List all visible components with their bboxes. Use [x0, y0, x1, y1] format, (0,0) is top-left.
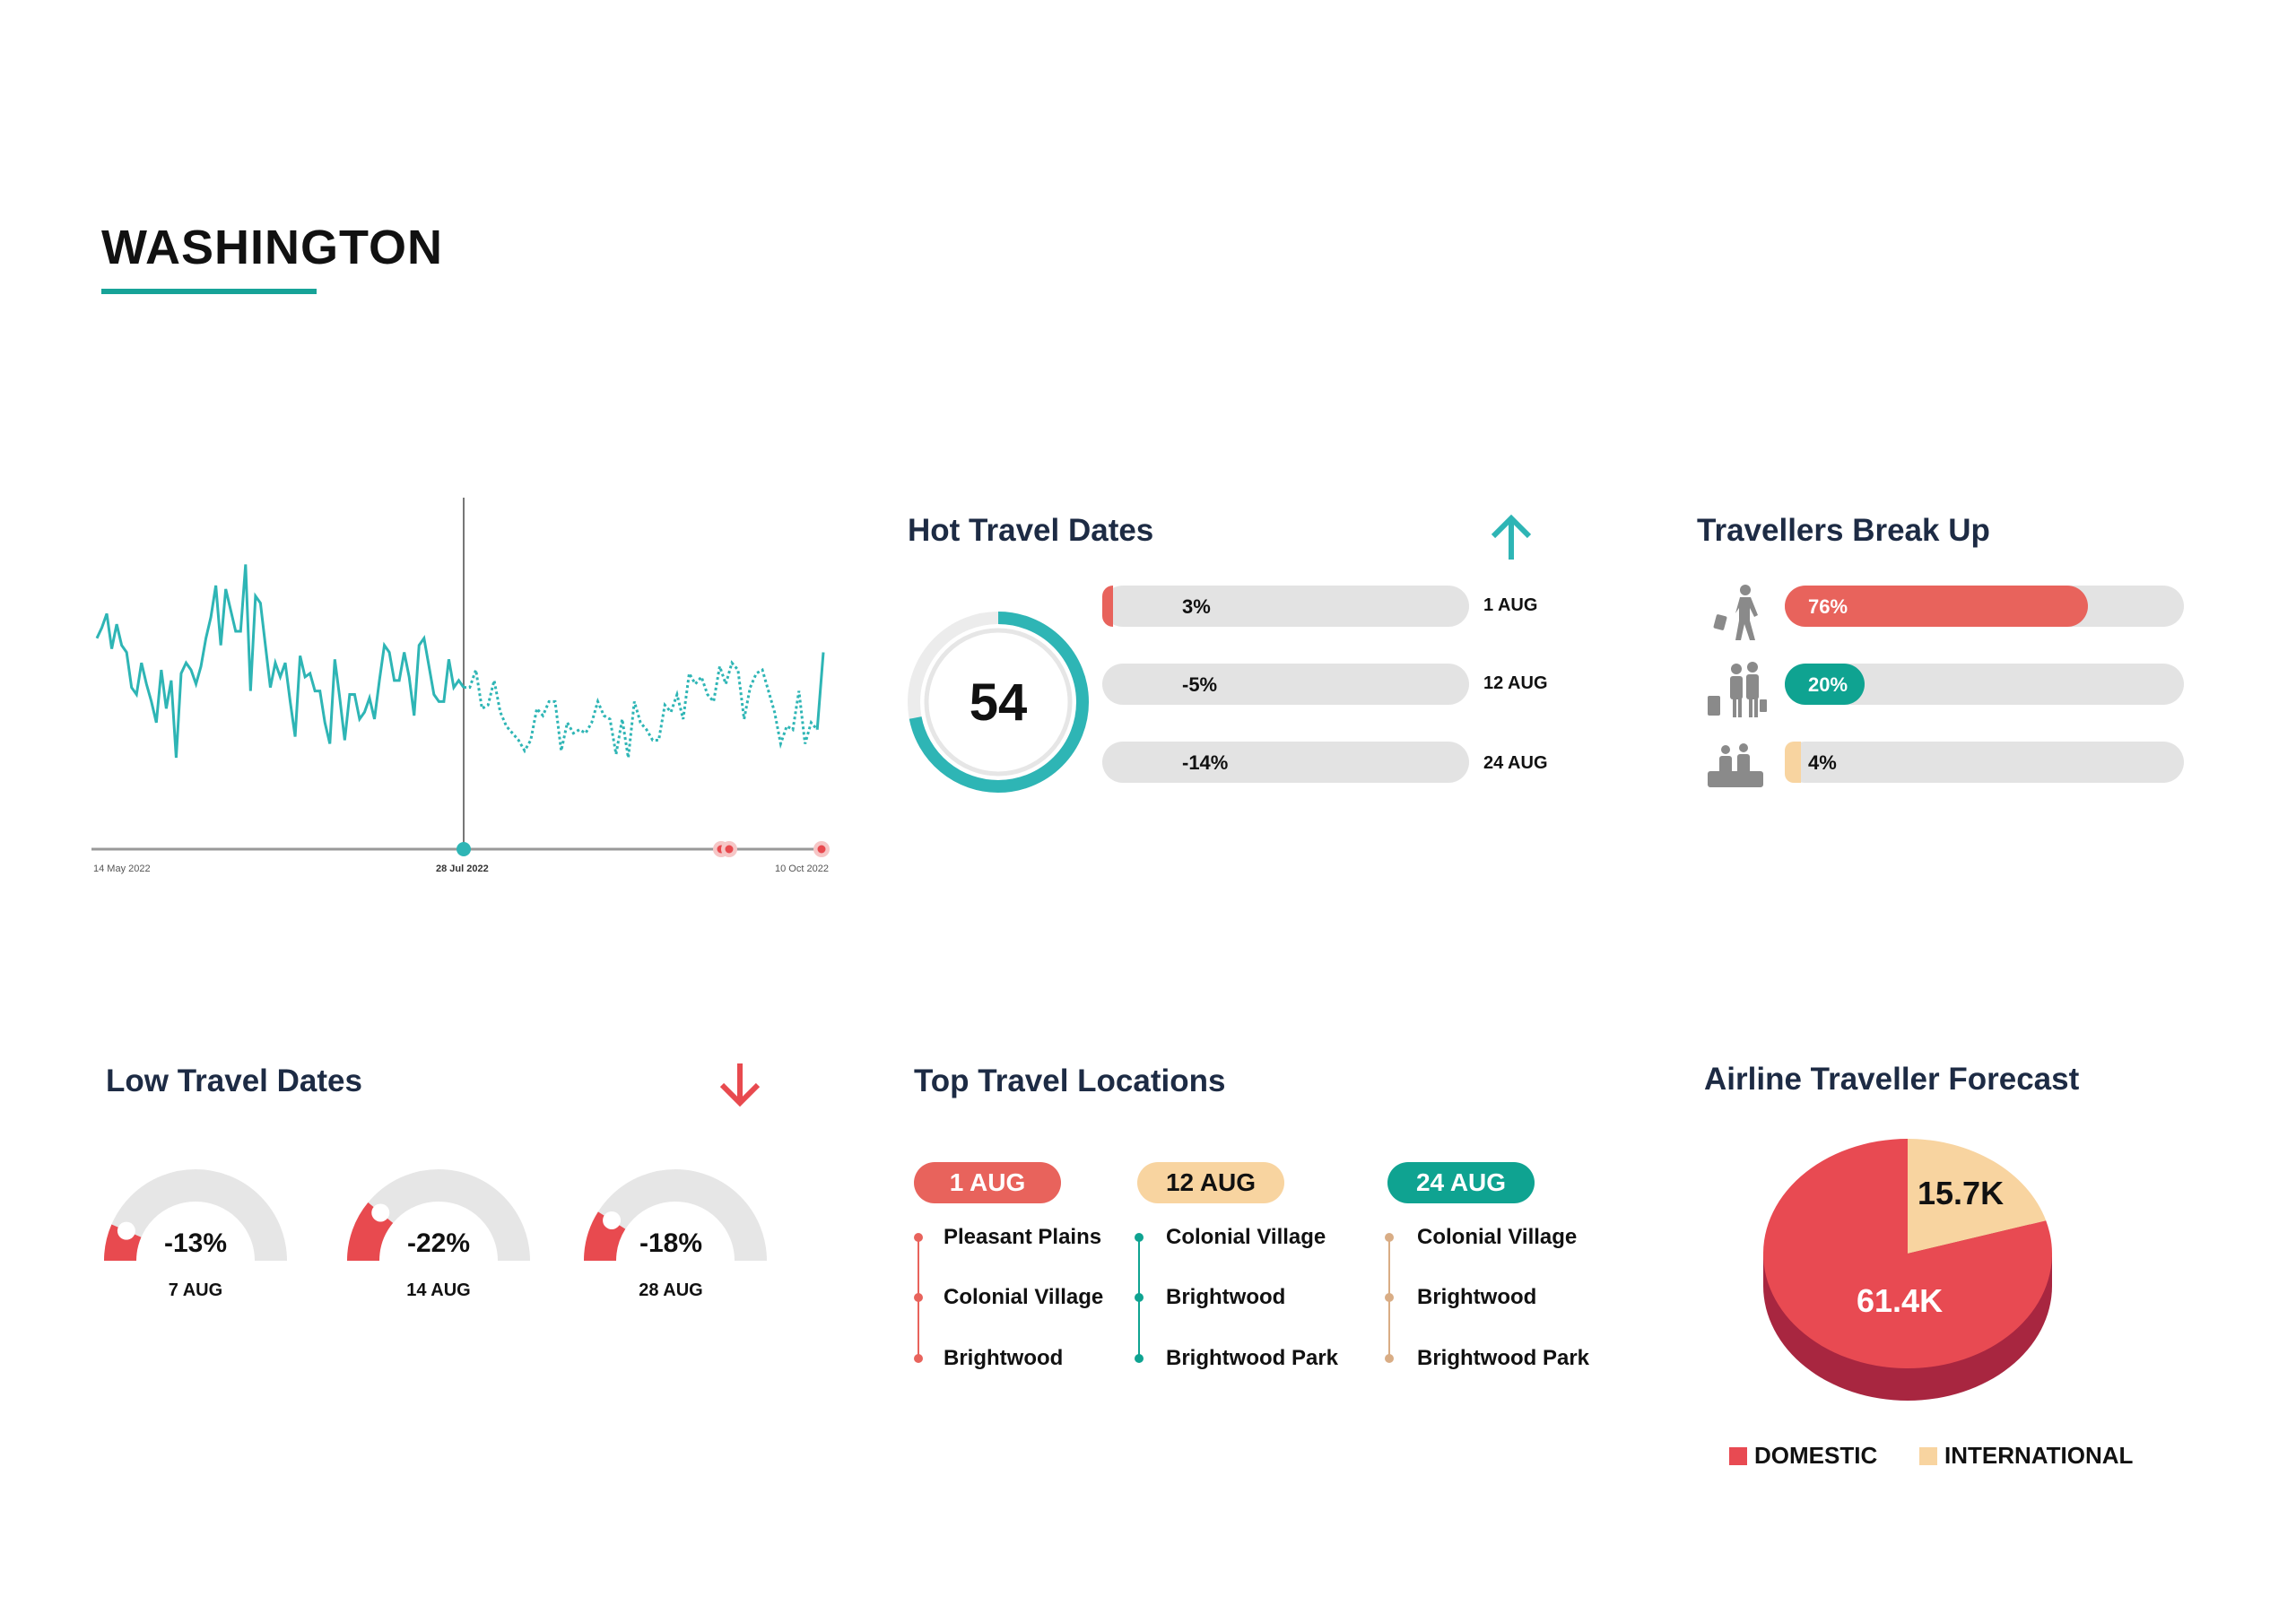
location-item: Brightwood Park	[1417, 1346, 1590, 1370]
traveller-bar-track	[1785, 742, 2184, 783]
alert-marker	[817, 845, 826, 854]
gauge-value: -13%	[163, 1228, 228, 1258]
hot-date-row: -5%	[1102, 664, 1469, 705]
x-tick-label-current: 28 Jul 2022	[436, 864, 489, 874]
legend-swatch-international	[1919, 1447, 1937, 1465]
timeline-dot	[1135, 1354, 1144, 1363]
pie-slice-domestic	[1763, 1139, 2052, 1368]
location-item: Colonial Village	[1417, 1225, 1578, 1249]
hot-date-row: 3%	[1102, 586, 1469, 627]
location-item: Brightwood	[1417, 1285, 1537, 1309]
traveller-bar-value: 4%	[1808, 751, 1837, 774]
location-item: Colonial Village	[1166, 1225, 1326, 1249]
hot-bar-track	[1102, 586, 1469, 627]
gauge-value: -18%	[639, 1228, 703, 1258]
airline-forecast-title: Airline Traveller Forecast	[1704, 1062, 2080, 1097]
page-title: WASHINGTON	[101, 221, 444, 274]
traveller-bar-fill	[1785, 664, 1865, 705]
location-item: Brightwood	[1166, 1285, 1286, 1309]
gauge-date: 7 AUG	[168, 1280, 223, 1300]
hot-date-row: -14%	[1102, 742, 1469, 783]
gauge-value: -22%	[406, 1228, 471, 1258]
score-ring-inner	[924, 628, 1073, 777]
legend-swatch-domestic	[1729, 1447, 1747, 1465]
current-date-marker	[457, 842, 471, 856]
hot-bar-value: -5%	[1182, 673, 1218, 696]
forecast-series-end	[815, 652, 825, 730]
hot-date-label: 24 AUG	[1483, 753, 1548, 773]
gauge-date: 28 AUG	[639, 1280, 703, 1300]
title-underline	[101, 289, 317, 294]
date-pill-24-aug: 24 AUG	[1387, 1162, 1535, 1203]
timeline-dot	[1135, 1293, 1144, 1302]
traveller-row-solo: 76%	[1785, 586, 2184, 627]
timeline-dot	[914, 1354, 923, 1363]
timeline-dot	[1385, 1293, 1394, 1302]
pie-slice-international	[1908, 1139, 2047, 1254]
alert-marker	[725, 845, 734, 854]
date-pill-12-aug: 12 AUG	[1137, 1162, 1284, 1203]
timeline-dot	[914, 1293, 923, 1302]
date-pill-1-aug: 1 AUG	[914, 1162, 1061, 1203]
traveller-bar-value: 76%	[1808, 595, 1848, 618]
hot-bar-track	[1102, 742, 1469, 783]
traveller-bar-fill	[1785, 586, 2089, 627]
hot-date-label: 1 AUG	[1483, 595, 1538, 615]
travellers-break-up-title: Travellers Break Up	[1697, 513, 1990, 548]
traveller-bar-value: 20%	[1808, 673, 1848, 696]
low-travel-dates-title: Low Travel Dates	[106, 1063, 362, 1098]
traveller-bar-track	[1785, 664, 2184, 705]
traveller-bar-fill	[1785, 742, 1801, 783]
forecast-series-line	[464, 660, 819, 759]
hot-bar-value: 3%	[1182, 595, 1211, 618]
actual-series-line	[95, 564, 465, 759]
timeline-dot	[1385, 1233, 1394, 1242]
traveller-bar-track	[1785, 586, 2184, 627]
gauge-knob	[117, 1221, 135, 1240]
legend-label-international: INTERNATIONAL	[1944, 1442, 2134, 1469]
timeline-dot	[1135, 1233, 1144, 1242]
hot-travel-dates-title: Hot Travel Dates	[908, 513, 1154, 548]
x-tick-label-end: 10 Oct 2022	[775, 864, 829, 874]
location-item: Brightwood Park	[1166, 1346, 1339, 1370]
timeline-dot	[914, 1233, 923, 1242]
legend-label-domestic: DOMESTIC	[1754, 1442, 1878, 1469]
traveller-row-family: 4%	[1785, 742, 2184, 783]
location-item: Pleasant Plains	[944, 1225, 1102, 1249]
location-item: Colonial Village	[944, 1285, 1104, 1309]
score-value: 54	[969, 673, 1028, 732]
gauge-date: 14 AUG	[406, 1280, 471, 1300]
x-tick-label-start: 14 May 2022	[93, 864, 151, 874]
top-travel-locations-title: Top Travel Locations	[914, 1063, 1226, 1098]
score-ring-fill	[908, 612, 1089, 793]
gauge-knob	[371, 1203, 390, 1222]
pie-label-domestic: 61.4K	[1857, 1282, 1944, 1319]
timeline-dot	[1385, 1354, 1394, 1363]
pie-label-international: 15.7K	[1918, 1175, 2005, 1211]
traveller-row-couple: 20%	[1785, 664, 2184, 705]
hot-date-label: 12 AUG	[1483, 673, 1548, 693]
gauge-knob	[603, 1211, 622, 1229]
hot-bar-value: -14%	[1182, 751, 1229, 774]
hot-bar-track	[1102, 664, 1469, 705]
location-item: Brightwood	[944, 1346, 1064, 1370]
